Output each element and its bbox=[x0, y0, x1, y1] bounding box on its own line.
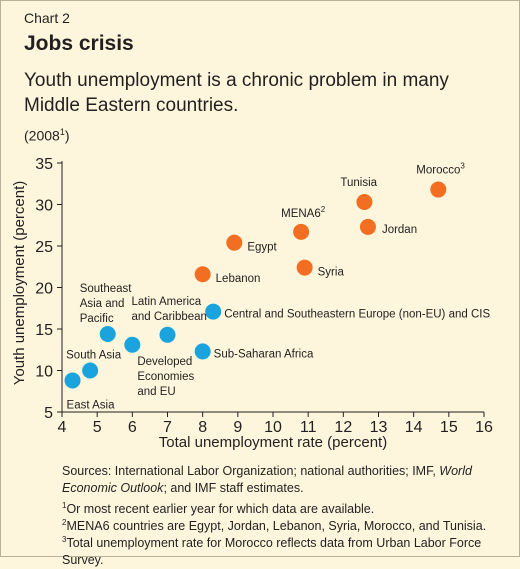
point-sub-saharan-africa bbox=[194, 343, 211, 360]
x-tick-label: 8 bbox=[198, 419, 207, 436]
point-east-asia bbox=[64, 372, 81, 389]
point-label-central-and-southeastern-europe-non-eu-and-cis: Central and Southeastern Europe (non-EU)… bbox=[224, 309, 490, 321]
y-tick-label: 20 bbox=[35, 281, 53, 298]
year-text: (2008 bbox=[24, 127, 60, 144]
chart-subtitle: Youth unemployment is a chronic problem … bbox=[24, 70, 449, 116]
year-note: (20081) bbox=[24, 127, 70, 144]
y-tick-label: 5 bbox=[44, 405, 53, 422]
x-tick-label: 7 bbox=[163, 419, 172, 436]
x-tick-label: 13 bbox=[370, 419, 388, 436]
point-central-and-southeastern-europe-non-eu-and-cis bbox=[205, 303, 222, 320]
x-tick-label: 15 bbox=[440, 419, 458, 436]
x-axis-label: Total unemployment rate (percent) bbox=[159, 434, 387, 451]
point-label-east-asia: East Asia bbox=[67, 399, 116, 411]
chart-title: Jobs crisis bbox=[24, 32, 134, 55]
point-label-mena6: MENA62 bbox=[281, 205, 326, 220]
point-label-developed-economies-and-eu: Developed Economies and EU bbox=[137, 356, 194, 398]
footnote-1-text: Or most recent earlier year for which da… bbox=[66, 502, 375, 517]
footnote-3-marker: 3 bbox=[62, 535, 67, 544]
x-tick-label: 9 bbox=[233, 419, 242, 436]
footnote-3: 3Total unemployment rate for Morocco ref… bbox=[62, 531, 512, 569]
point-label-southeast-asia-and-pacific: Southeast Asia and Pacific bbox=[80, 283, 133, 325]
point-syria bbox=[296, 259, 313, 276]
point-southeast-asia-and-pacific bbox=[99, 325, 116, 342]
y-axis-label: Youth unemployment (percent) bbox=[11, 181, 28, 386]
x-tick-label: 5 bbox=[93, 419, 102, 436]
footnote-1: 1Or most recent earlier year for which d… bbox=[62, 497, 512, 518]
footnote-3-text: Total unemployment rate for Morocco refl… bbox=[62, 536, 482, 568]
point-label-jordan: Jordan bbox=[382, 224, 417, 236]
chart-number: Chart 2 bbox=[24, 10, 70, 26]
point-developed-economies-and-eu bbox=[124, 336, 141, 353]
point-south-asia bbox=[82, 362, 99, 379]
year-footnote-marker: 1 bbox=[59, 127, 65, 137]
y-tick-label: 35 bbox=[35, 156, 53, 173]
sources-prefix: Sources: International Labor Organizatio… bbox=[62, 464, 440, 478]
point-jordan bbox=[359, 218, 376, 235]
point-label-tunisia: Tunisia bbox=[340, 177, 377, 189]
point-morocco bbox=[430, 181, 447, 198]
point-label-latin-america-and-caribbean: Latin America and Caribbean bbox=[132, 296, 207, 323]
point-labels: Morocco3 Tunisia Jordan MENA62 Egypt Syria Leb… bbox=[66, 162, 490, 412]
points bbox=[64, 181, 447, 389]
x-tick-label: 4 bbox=[58, 419, 67, 436]
y-tick-label: 15 bbox=[35, 322, 53, 339]
x-tick-label: 11 bbox=[300, 419, 317, 436]
point-label-morocco: Morocco3 bbox=[416, 162, 465, 177]
sources: Sources: International Labor Organizatio… bbox=[62, 463, 502, 497]
point-label-sub-saharan-africa: Sub-Saharan Africa bbox=[214, 348, 314, 360]
x-tick-label: 16 bbox=[475, 419, 493, 436]
sources-suffix: ; and IMF staff estimates. bbox=[163, 481, 304, 495]
footnote-1-marker: 1 bbox=[62, 501, 67, 510]
year-close: ) bbox=[64, 127, 70, 144]
x-tick-label: 12 bbox=[334, 419, 352, 436]
point-latin-america-and-caribbean bbox=[159, 326, 176, 343]
footnote-2-text: MENA6 countries are Egypt, Jordan, Leban… bbox=[66, 519, 487, 534]
point-egypt bbox=[226, 234, 243, 251]
point-label-south-asia: South Asia bbox=[66, 350, 122, 362]
y-tick-label: 30 bbox=[35, 198, 53, 215]
footnote-2: 2MENA6 countries are Egypt, Jordan, Leba… bbox=[62, 514, 512, 535]
x-tick-label: 6 bbox=[128, 419, 137, 436]
x-tick-label: 10 bbox=[264, 419, 282, 436]
point-label-lebanon: Lebanon bbox=[216, 273, 261, 285]
point-label-egypt: Egypt bbox=[247, 242, 277, 254]
point-lebanon bbox=[194, 266, 211, 283]
point-label-syria: Syria bbox=[318, 267, 345, 279]
point-tunisia bbox=[356, 194, 373, 211]
footnote-2-marker: 2 bbox=[62, 518, 67, 527]
y-tick-label: 25 bbox=[35, 239, 53, 256]
point-mena6 bbox=[293, 223, 310, 240]
y-tick-label: 10 bbox=[35, 364, 53, 381]
sources-publication: World Economic Outlook bbox=[62, 464, 472, 495]
x-tick-label: 14 bbox=[405, 419, 423, 436]
